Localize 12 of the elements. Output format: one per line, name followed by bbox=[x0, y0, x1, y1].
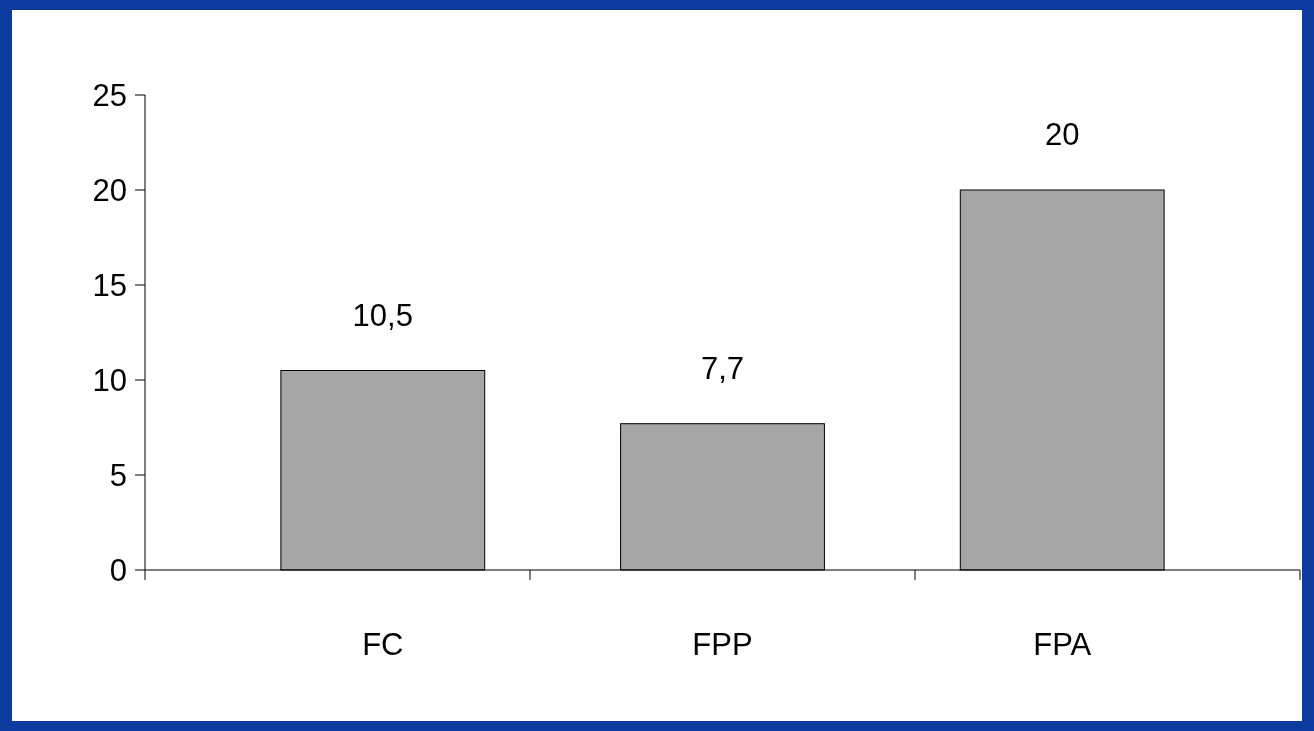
x-tick-label: FPP bbox=[692, 627, 753, 662]
data-label: 7,7 bbox=[700, 350, 745, 386]
y-tick-label: 25 bbox=[92, 77, 127, 113]
data-label: 10,5 bbox=[352, 297, 413, 333]
y-tick-label: 15 bbox=[92, 267, 127, 303]
x-tick-label: FC bbox=[362, 627, 404, 662]
y-tick-label: 0 bbox=[109, 552, 127, 588]
y-tick-label: 5 bbox=[109, 457, 127, 493]
y-tick-label: 10 bbox=[92, 362, 127, 398]
x-tick-label: FPA bbox=[1033, 627, 1092, 662]
y-tick-label: 20 bbox=[92, 172, 127, 208]
data-label: 20 bbox=[1044, 117, 1080, 152]
